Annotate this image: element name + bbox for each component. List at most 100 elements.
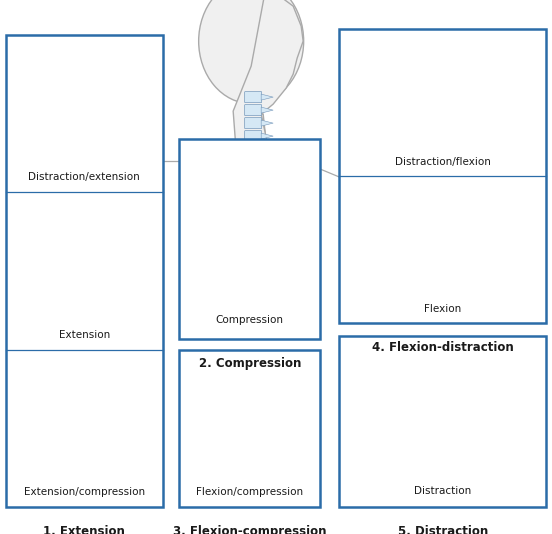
FancyBboxPatch shape <box>245 144 262 155</box>
FancyBboxPatch shape <box>41 129 54 142</box>
Ellipse shape <box>113 401 126 407</box>
Bar <box>48 431 96 435</box>
Bar <box>339 336 546 507</box>
Text: Flexion/compression: Flexion/compression <box>196 488 304 497</box>
Bar <box>395 252 459 256</box>
Polygon shape <box>272 407 313 425</box>
FancyBboxPatch shape <box>220 402 272 430</box>
FancyBboxPatch shape <box>386 364 403 378</box>
FancyBboxPatch shape <box>45 367 102 396</box>
FancyBboxPatch shape <box>407 192 482 219</box>
FancyBboxPatch shape <box>214 161 266 198</box>
FancyBboxPatch shape <box>394 85 410 97</box>
Text: Distraction/flexion: Distraction/flexion <box>395 158 491 167</box>
Bar <box>223 397 267 400</box>
FancyBboxPatch shape <box>245 117 262 129</box>
Ellipse shape <box>113 390 126 396</box>
Ellipse shape <box>113 244 126 250</box>
FancyBboxPatch shape <box>391 256 466 284</box>
Polygon shape <box>266 211 307 235</box>
FancyBboxPatch shape <box>41 60 54 73</box>
Ellipse shape <box>113 425 126 431</box>
FancyBboxPatch shape <box>45 402 102 430</box>
Ellipse shape <box>276 248 288 256</box>
Text: Distraction/extension: Distraction/extension <box>28 172 140 182</box>
FancyBboxPatch shape <box>41 252 54 265</box>
FancyBboxPatch shape <box>45 244 102 273</box>
Ellipse shape <box>113 109 126 116</box>
Polygon shape <box>278 372 319 391</box>
FancyBboxPatch shape <box>45 436 102 465</box>
Ellipse shape <box>497 214 514 219</box>
Bar <box>217 242 261 247</box>
Text: 5. Distraction: 5. Distraction <box>398 525 488 534</box>
Ellipse shape <box>288 390 300 396</box>
FancyBboxPatch shape <box>214 248 266 285</box>
Polygon shape <box>102 441 148 460</box>
Ellipse shape <box>276 204 288 212</box>
FancyBboxPatch shape <box>245 131 262 142</box>
Ellipse shape <box>282 425 294 431</box>
Ellipse shape <box>489 224 506 230</box>
Ellipse shape <box>113 75 126 81</box>
Bar <box>217 431 261 435</box>
FancyBboxPatch shape <box>245 105 262 116</box>
Polygon shape <box>266 441 307 460</box>
Polygon shape <box>102 215 148 233</box>
Ellipse shape <box>489 246 506 252</box>
Bar <box>179 350 320 507</box>
Ellipse shape <box>481 256 498 262</box>
Polygon shape <box>466 361 527 381</box>
Polygon shape <box>266 255 307 279</box>
FancyBboxPatch shape <box>45 278 102 308</box>
Polygon shape <box>102 372 148 391</box>
Polygon shape <box>102 249 148 268</box>
Ellipse shape <box>481 429 498 436</box>
FancyBboxPatch shape <box>211 444 222 457</box>
FancyBboxPatch shape <box>402 200 419 212</box>
Ellipse shape <box>113 436 126 442</box>
Text: 1. Extension: 1. Extension <box>43 525 125 534</box>
Ellipse shape <box>489 99 506 105</box>
Ellipse shape <box>113 52 126 58</box>
Polygon shape <box>261 94 273 100</box>
Text: 2. Compression: 2. Compression <box>199 357 301 370</box>
Bar <box>402 220 466 224</box>
Ellipse shape <box>113 232 126 239</box>
Polygon shape <box>102 126 148 145</box>
Ellipse shape <box>481 418 498 424</box>
FancyBboxPatch shape <box>226 367 278 396</box>
Ellipse shape <box>113 302 126 308</box>
FancyBboxPatch shape <box>214 205 266 241</box>
Polygon shape <box>261 120 273 126</box>
FancyBboxPatch shape <box>41 286 54 300</box>
Polygon shape <box>238 114 268 161</box>
Ellipse shape <box>276 278 288 286</box>
Polygon shape <box>466 436 527 456</box>
Polygon shape <box>233 0 303 151</box>
FancyBboxPatch shape <box>45 209 102 238</box>
Ellipse shape <box>481 131 498 137</box>
Polygon shape <box>466 262 527 279</box>
Ellipse shape <box>276 234 288 242</box>
FancyBboxPatch shape <box>45 121 102 150</box>
Ellipse shape <box>113 144 126 150</box>
FancyBboxPatch shape <box>391 109 466 137</box>
Bar <box>179 139 320 339</box>
FancyBboxPatch shape <box>391 355 466 387</box>
Bar <box>395 425 459 429</box>
FancyBboxPatch shape <box>217 409 229 422</box>
Ellipse shape <box>113 121 126 127</box>
Polygon shape <box>482 197 543 214</box>
FancyBboxPatch shape <box>398 224 474 252</box>
Ellipse shape <box>481 355 498 362</box>
Ellipse shape <box>288 367 300 373</box>
FancyBboxPatch shape <box>407 45 482 73</box>
FancyBboxPatch shape <box>391 392 466 424</box>
Bar <box>48 274 96 278</box>
Bar <box>6 35 163 507</box>
Bar <box>48 397 96 400</box>
Ellipse shape <box>497 192 514 198</box>
Bar <box>402 73 466 77</box>
Ellipse shape <box>282 401 294 407</box>
